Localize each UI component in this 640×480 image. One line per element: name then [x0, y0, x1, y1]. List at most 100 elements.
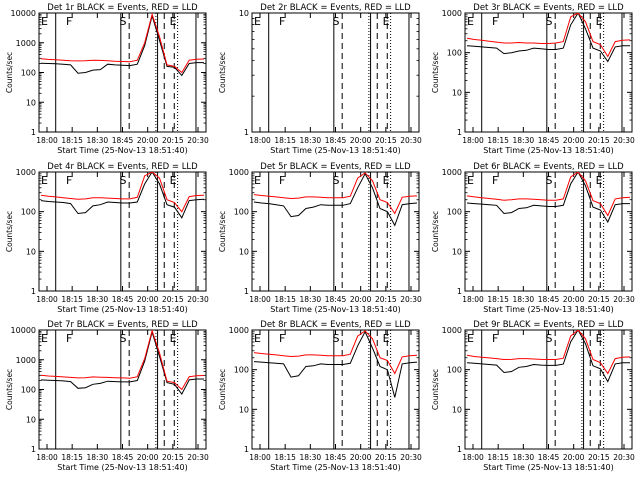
x-tick-label: 18:45 — [538, 136, 560, 145]
x-tick-label: 18:30 — [300, 136, 322, 145]
y-tick-label: 10000 — [11, 326, 36, 335]
x-axis-label: Start Time (25-Nov-13 18:51:40) — [483, 305, 613, 314]
x-tick-label: 18:15 — [61, 453, 83, 462]
y-axis-label: Counts/sec — [431, 52, 440, 93]
x-tick-label: 18:45 — [112, 136, 134, 145]
x-tick-label: 18:45 — [325, 136, 347, 145]
panel-title: Det 5r BLACK = Events, RED = LLD — [260, 162, 411, 172]
panel-det-6: Det 6r BLACK = Events, RED = LLD 1 10 100 10… — [431, 162, 635, 314]
x-tick-label: 18:30 — [513, 295, 535, 304]
interval-marker-s: S — [119, 174, 126, 187]
y-tick-label: 1 — [457, 287, 462, 296]
interval-marker-e: E — [254, 15, 261, 28]
x-tick-label: 18:00 — [249, 295, 271, 304]
x-tick-label: 18:15 — [61, 136, 83, 145]
interval-marker-f: F — [66, 15, 72, 28]
interval-marker-f: F — [492, 332, 498, 345]
x-axis-label: Start Time (25-Nov-13 18:51:40) — [270, 463, 400, 472]
x-axis-label: Start Time (25-Nov-13 18:51:40) — [483, 146, 613, 155]
interval-marker-e: E — [170, 15, 177, 28]
panel-det-7: Det 7r BLACK = Events, RED = LLD 1 10 100 10… — [5, 320, 209, 472]
x-tick-label: 20:00 — [563, 136, 585, 145]
y-tick-label: 100 — [21, 69, 36, 78]
x-tick-label: 20:30 — [187, 453, 209, 462]
y-tick-label: 10 — [26, 415, 36, 424]
y-tick-label: 1000 — [16, 39, 36, 48]
interval-marker-f: F — [279, 174, 285, 187]
x-tick-label: 20:15 — [588, 295, 610, 304]
x-tick-label: 20:30 — [613, 136, 635, 145]
y-tick-label: 10 — [452, 405, 462, 414]
x-tick-label: 18:30 — [300, 453, 322, 462]
interval-marker-e: E — [383, 174, 390, 187]
plot-frame — [251, 171, 420, 292]
plot-frame — [464, 329, 633, 450]
interval-marker-e: E — [254, 174, 261, 187]
x-tick-label: 20:30 — [187, 295, 209, 304]
y-tick-label: 1 — [244, 287, 249, 296]
y-tick-label: 1000 — [442, 168, 462, 177]
x-tick-label: 18:15 — [274, 136, 296, 145]
interval-marker-e: E — [467, 332, 474, 345]
y-tick-label: 10000 — [11, 9, 36, 18]
x-tick-label: 18:15 — [274, 453, 296, 462]
y-tick-label: 1 — [31, 445, 36, 454]
panel-title: Det 3r BLACK = Events, RED = LLD — [473, 3, 624, 13]
interval-marker-s: S — [332, 15, 339, 28]
series-events-line — [466, 172, 630, 224]
series-lld-line — [40, 13, 205, 74]
y-axis-label: Counts/sec — [431, 211, 440, 252]
x-tick-label: 20:00 — [563, 295, 585, 304]
y-tick-label: 100 — [21, 386, 36, 395]
y-tick-label: 1000 — [442, 326, 462, 335]
panel-title: Det 9r BLACK = Events, RED = LLD — [473, 320, 624, 330]
x-tick-label: 18:45 — [112, 295, 134, 304]
series-events-line — [40, 330, 204, 396]
x-tick-label: 20:30 — [400, 295, 422, 304]
y-tick-label: 100 — [21, 208, 36, 217]
panel-det-4: Det 4r BLACK = Events, RED = LLD 1 10 100 10… — [5, 162, 209, 314]
y-tick-label: 100 — [447, 208, 462, 217]
plot-frame — [464, 171, 633, 292]
x-axis-label: Start Time (25-Nov-13 18:51:40) — [483, 463, 613, 472]
x-tick-label: 20:15 — [162, 295, 184, 304]
interval-marker-e: E — [467, 174, 474, 187]
series-lld-line — [466, 172, 631, 217]
x-tick-label: 20:15 — [162, 453, 184, 462]
x-tick-label: 20:30 — [400, 136, 422, 145]
x-tick-label: 20:00 — [137, 136, 159, 145]
series-lld-line — [253, 330, 418, 375]
interval-marker-e: E — [596, 332, 603, 345]
interval-marker-s: S — [545, 332, 552, 345]
interval-marker-f: F — [492, 174, 498, 187]
interval-marker-f: F — [279, 15, 285, 28]
x-tick-label: 20:00 — [137, 453, 159, 462]
x-tick-label: 20:00 — [350, 295, 372, 304]
y-tick-label: 1000 — [229, 326, 249, 335]
series-events-line — [40, 14, 204, 77]
x-tick-label: 18:15 — [61, 295, 83, 304]
x-tick-label: 18:00 — [36, 136, 58, 145]
interval-marker-e: E — [41, 15, 48, 28]
interval-marker-f: F — [66, 332, 72, 345]
y-tick-label: 1 — [457, 128, 462, 137]
series-lld-line — [253, 172, 418, 215]
y-tick-label: 10 — [26, 98, 36, 107]
x-tick-label: 20:00 — [137, 295, 159, 304]
interval-marker-e: E — [41, 174, 48, 187]
x-tick-label: 18:45 — [112, 453, 134, 462]
interval-marker-e: E — [596, 15, 603, 28]
x-tick-label: 20:15 — [375, 295, 397, 304]
x-tick-label: 20:30 — [613, 295, 635, 304]
x-tick-label: 18:45 — [325, 453, 347, 462]
panel-det-8: Det 8r BLACK = Events, RED = LLD 1 10 100 10… — [218, 320, 422, 472]
y-tick-label: 1000 — [442, 9, 462, 18]
x-axis-label: Start Time (25-Nov-13 18:51:40) — [270, 305, 400, 314]
x-axis-label: Start Time (25-Nov-13 18:51:40) — [270, 146, 400, 155]
y-tick-label: 100 — [234, 366, 249, 375]
y-tick-label: 1 — [457, 445, 462, 454]
x-tick-label: 20:30 — [187, 136, 209, 145]
y-tick-label: 100 — [447, 366, 462, 375]
x-tick-label: 18:30 — [87, 295, 109, 304]
